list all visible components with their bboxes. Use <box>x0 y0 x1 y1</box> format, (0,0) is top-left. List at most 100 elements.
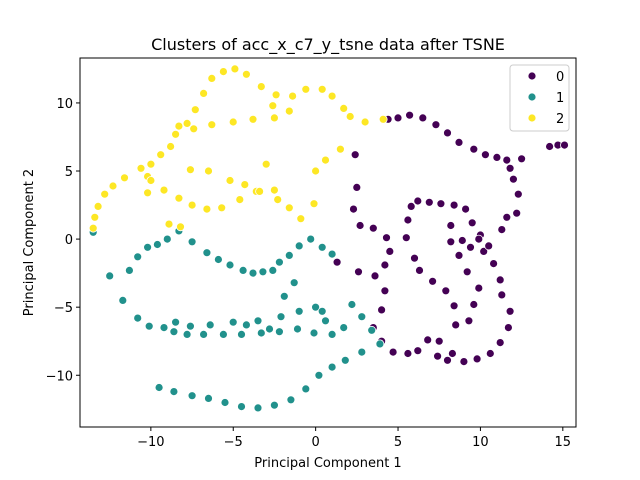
legend-marker-1 <box>527 92 537 102</box>
point-cluster-2 <box>284 203 294 213</box>
point-cluster-1 <box>347 300 357 309</box>
plot-frame <box>79 57 577 428</box>
point-cluster-1 <box>253 316 263 326</box>
point-cluster-1 <box>205 320 215 330</box>
point-cluster-1 <box>237 402 246 412</box>
point-cluster-2 <box>241 69 251 79</box>
point-cluster-2 <box>317 84 327 94</box>
point-cluster-0 <box>382 233 391 243</box>
x-axis: −10 −5 0 5 10 15 <box>137 427 571 450</box>
point-cluster-2 <box>159 185 169 195</box>
point-cluster-1 <box>269 400 279 410</box>
point-cluster-1 <box>152 240 162 249</box>
point-cluster-0 <box>517 154 526 164</box>
point-cluster-0 <box>406 201 416 211</box>
point-cluster-1 <box>279 291 289 301</box>
point-cluster-1 <box>306 234 316 244</box>
point-cluster-1 <box>265 324 274 334</box>
point-cluster-0 <box>410 253 419 263</box>
legend-label-2: 2 <box>556 112 564 127</box>
point-cluster-0 <box>459 357 469 367</box>
point-cluster-2 <box>185 165 195 175</box>
point-cluster-0 <box>480 150 490 160</box>
point-cluster-2 <box>255 186 265 196</box>
point-cluster-0 <box>377 305 387 315</box>
point-cluster-1 <box>294 241 304 251</box>
point-cluster-0 <box>489 259 499 269</box>
point-cluster-0 <box>403 349 413 358</box>
point-cluster-1 <box>218 329 228 339</box>
point-cluster-1 <box>162 234 172 244</box>
point-cluster-2 <box>256 82 266 91</box>
point-cluster-1 <box>311 302 321 312</box>
point-cluster-2 <box>136 163 146 173</box>
point-cluster-0 <box>485 349 495 358</box>
point-cluster-1 <box>258 267 268 277</box>
point-cluster-1 <box>144 321 154 331</box>
point-cluster-0 <box>443 128 452 138</box>
point-cluster-2 <box>207 74 217 83</box>
point-cluster-2 <box>284 106 294 116</box>
point-cluster-0 <box>393 113 403 123</box>
y-tick-label: 5 <box>65 165 73 180</box>
point-cluster-0 <box>469 300 479 309</box>
point-cluster-2 <box>176 222 185 232</box>
point-cluster-2 <box>187 200 197 210</box>
point-cluster-0 <box>428 276 438 286</box>
point-cluster-1 <box>340 355 350 365</box>
point-cluster-1 <box>228 317 238 327</box>
point-cluster-2 <box>261 159 271 169</box>
point-cluster-2 <box>311 166 321 176</box>
point-cluster-2 <box>171 129 181 139</box>
point-cluster-1 <box>220 398 230 407</box>
point-cluster-0 <box>502 212 512 222</box>
point-cluster-1 <box>276 312 286 322</box>
point-cluster-0 <box>441 286 451 296</box>
point-cluster-1 <box>256 328 266 338</box>
point-cluster-0 <box>512 208 522 218</box>
point-cluster-2 <box>166 142 176 151</box>
y-axis: −10 −5 0 5 10 <box>46 97 80 384</box>
point-cluster-0 <box>403 215 413 225</box>
point-cluster-1 <box>339 323 349 333</box>
legend-label-0: 0 <box>556 70 564 85</box>
point-cluster-2 <box>345 112 355 121</box>
point-cluster-0 <box>380 286 390 296</box>
point-cluster-0 <box>560 140 569 150</box>
point-cluster-2 <box>321 155 330 165</box>
point-cluster-1 <box>375 339 385 349</box>
point-cluster-2 <box>301 84 311 94</box>
point-cluster-0 <box>385 246 395 256</box>
point-cluster-2 <box>182 119 192 128</box>
point-cluster-1 <box>314 370 324 380</box>
x-tick-label: −10 <box>137 435 164 450</box>
point-cluster-0 <box>479 246 489 256</box>
point-cluster-1 <box>327 249 337 259</box>
point-cluster-0 <box>388 347 398 357</box>
point-cluster-2 <box>108 181 118 191</box>
point-cluster-2 <box>189 124 199 134</box>
point-cluster-2 <box>218 67 228 76</box>
point-cluster-2 <box>217 203 227 213</box>
point-cluster-2 <box>378 114 388 124</box>
point-cluster-0 <box>413 346 423 356</box>
point-cluster-0 <box>513 189 523 199</box>
point-cluster-2 <box>339 104 349 113</box>
point-cluster-0 <box>446 237 456 247</box>
x-tick-label: 10 <box>472 435 489 450</box>
point-cluster-2 <box>296 214 306 224</box>
point-cluster-1 <box>241 320 251 330</box>
point-cluster-0 <box>495 338 505 348</box>
point-cluster-1 <box>187 391 197 401</box>
point-cluster-2 <box>88 223 98 233</box>
y-tick-label: 10 <box>56 97 73 112</box>
point-cluster-2 <box>225 176 235 185</box>
point-cluster-2 <box>248 114 258 124</box>
point-cluster-1 <box>143 242 153 252</box>
point-cluster-0 <box>497 290 507 300</box>
point-cluster-0 <box>457 236 467 245</box>
point-cluster-0 <box>492 152 502 162</box>
point-cluster-0 <box>354 267 363 277</box>
legend-marker-0 <box>527 71 537 81</box>
point-cluster-0 <box>443 355 452 365</box>
